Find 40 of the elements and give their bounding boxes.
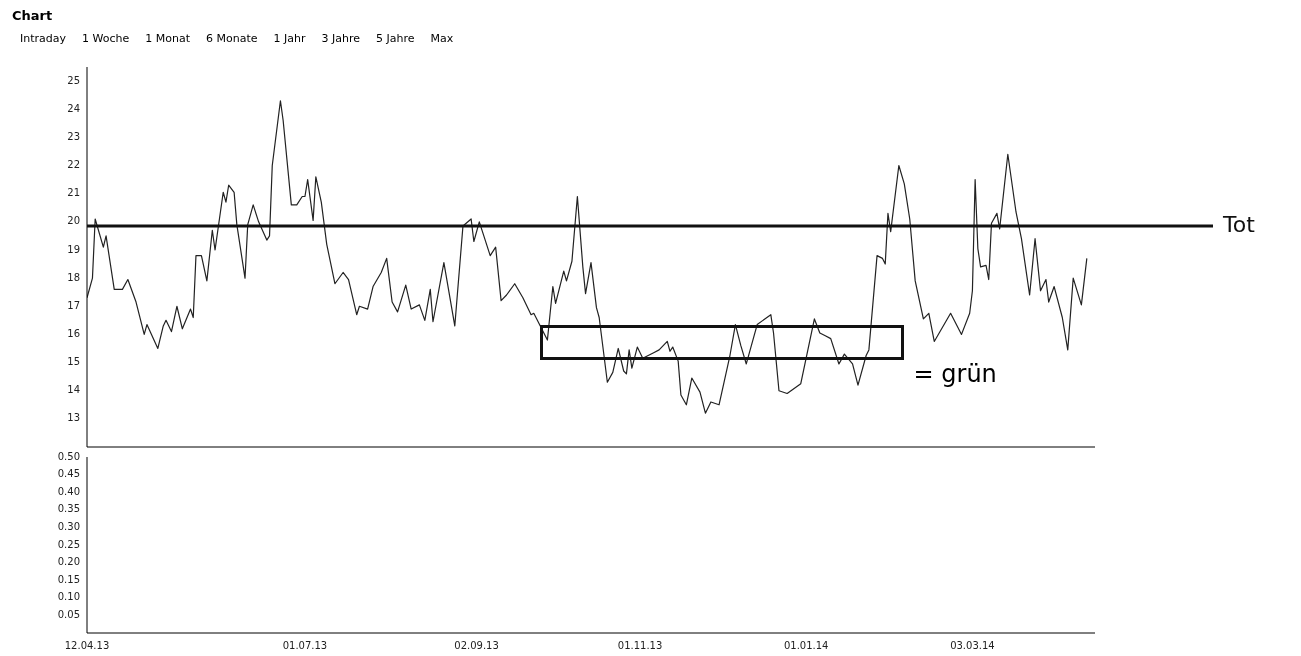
text: 3 Jahre — [321, 32, 361, 45]
y-tick-label: 13 — [67, 412, 80, 424]
y-tick-label: 0.50 — [57, 450, 80, 462]
y-tick-label: 0.15 — [57, 573, 80, 585]
y-tick-label: 25 — [67, 74, 80, 86]
y-tick-label: 20 — [67, 215, 80, 227]
y-tick-label: 21 — [67, 187, 80, 199]
y-tick-label: 0.35 — [57, 503, 80, 515]
text: 1 Monat — [145, 32, 191, 45]
chart-title: Chart — [12, 8, 53, 23]
y-tick-label: 23 — [67, 130, 80, 142]
text: Max — [430, 32, 454, 45]
x-tick-label: 01.11.13 — [617, 639, 663, 651]
y-tick-label: 0.45 — [57, 468, 80, 480]
y-tick-label: 15 — [67, 356, 80, 368]
x-tick-label: 01.01.14 — [783, 639, 829, 651]
text: 6 Monate — [206, 32, 258, 45]
y-tick-label: 19 — [67, 243, 80, 255]
x-tick-label: 02.09.13 — [454, 639, 499, 651]
x-tick-label: 12.04.13 — [64, 639, 110, 651]
y-tick-label: 16 — [67, 328, 80, 339]
text: 1 Woche — [82, 32, 130, 45]
y-tick-label: 0.10 — [57, 591, 80, 603]
ref-line-label: Tot — [1222, 211, 1256, 237]
text: Intraday — [20, 32, 67, 45]
text: 1 Jahr — [273, 32, 306, 45]
y-tick-label: 0.40 — [57, 485, 80, 497]
x-tick-label: 03.03.14 — [950, 639, 995, 651]
y-tick-label: 0.05 — [57, 608, 80, 620]
y-tick-label: 0.20 — [57, 556, 80, 568]
y-tick-label: 24 — [67, 102, 80, 114]
y-tick-label: 22 — [67, 159, 80, 171]
y-tick-label: 0.25 — [57, 538, 80, 550]
y-tick-label: 0.30 — [57, 520, 80, 532]
text: 5 Jahre — [376, 32, 415, 45]
y-tick-label: 18 — [67, 271, 80, 283]
annotation: = grün — [913, 359, 997, 388]
y-tick-label: 14 — [67, 384, 80, 396]
y-tick-label: 17 — [67, 299, 80, 311]
x-tick-label: 01.07.13 — [282, 639, 328, 651]
